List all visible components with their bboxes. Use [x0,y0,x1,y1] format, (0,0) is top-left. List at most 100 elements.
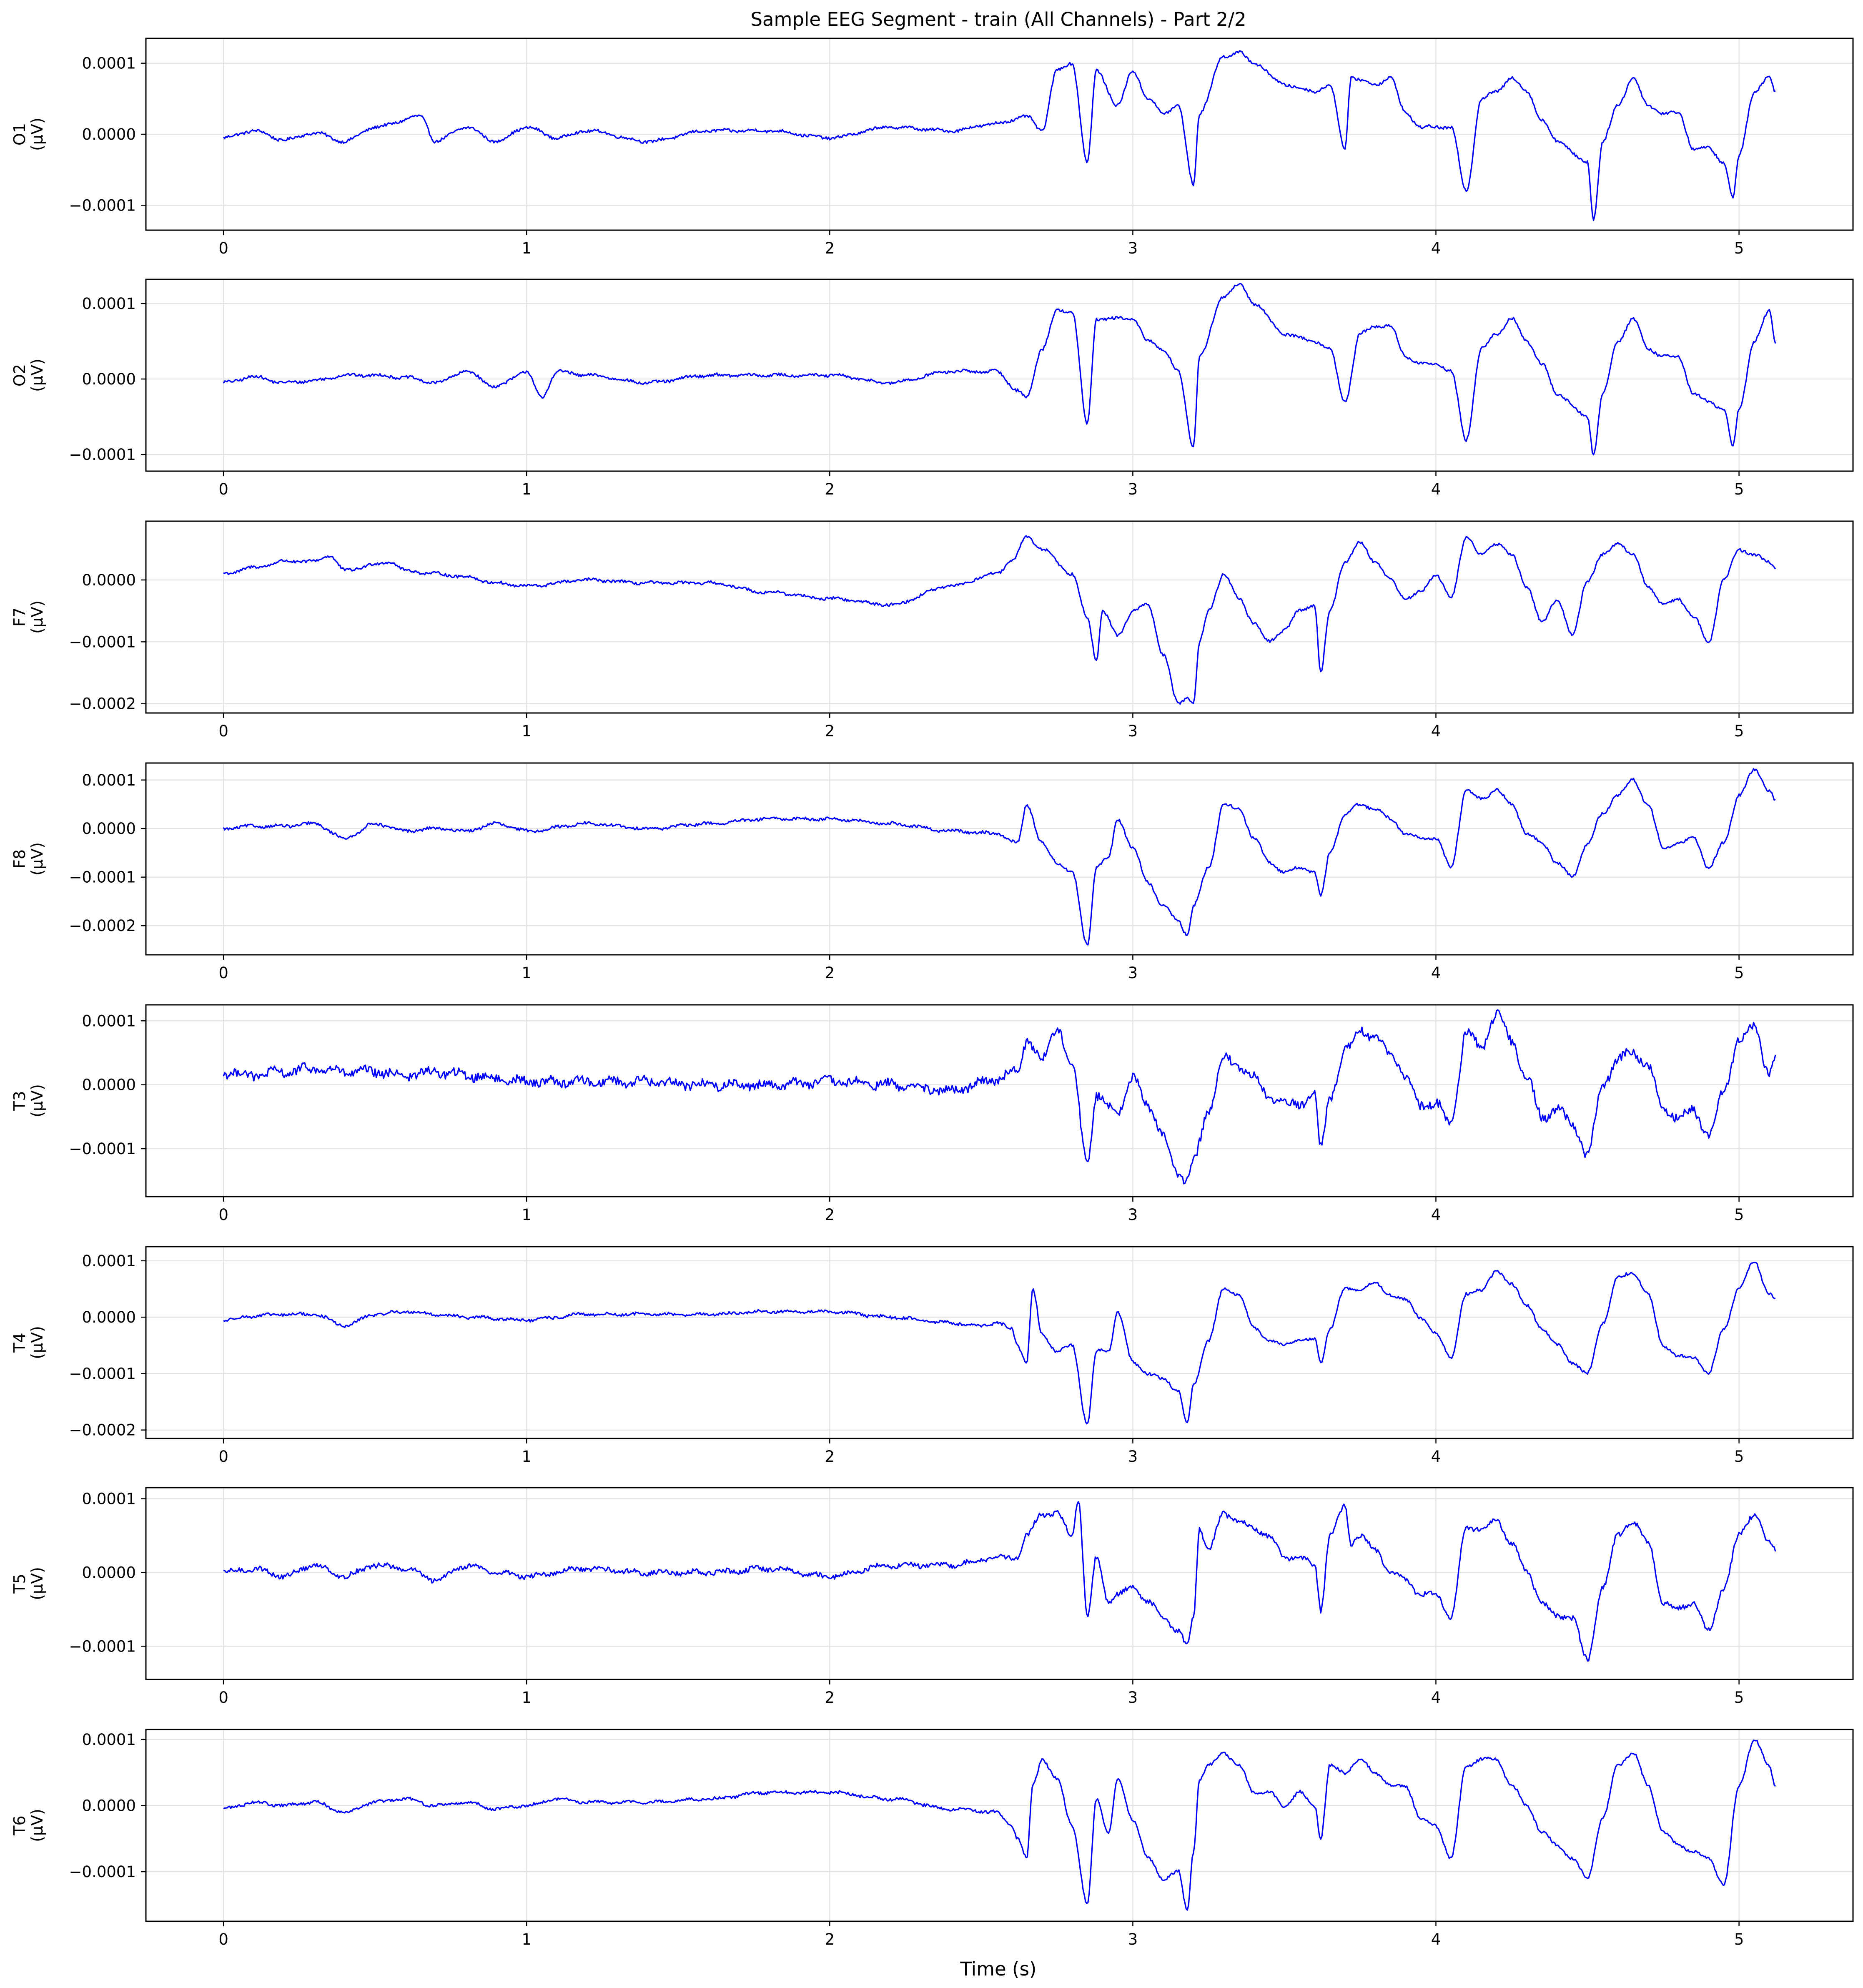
axes-frame [145,1729,1854,1922]
channel-unit: (µV) [28,600,46,634]
y-tick-label: 0.0000 [82,126,136,143]
y-tick-label: −0.0001 [69,1365,136,1383]
y-tick-label: 0.0001 [82,771,136,789]
axes-frame [145,520,1854,714]
channel-label: T3(µV) [10,1084,46,1117]
eeg-trace-O1 [223,50,1776,221]
channel-name: T6 [10,1815,29,1835]
channel-panel-O1: 0 1 2 3 4 5 0.0001 0.0000 −0.0001 O1(µV) [10,38,1854,257]
channel-name: F7 [10,607,29,627]
channel-label: T5(µV) [10,1567,46,1600]
eeg-trace-F8 [223,768,1776,946]
x-tick-label: 0 [218,1448,228,1466]
channel-unit: (µV) [28,1326,46,1359]
eeg-trace-F7 [223,535,1776,705]
x-tick-label: 3 [1128,722,1138,740]
x-tick-label: 4 [1431,722,1441,740]
channel-name: F8 [10,849,29,868]
channel-unit: (µV) [28,1084,46,1117]
channel-panel-F8: 0 1 2 3 4 5 0.0001 0.0000 −0.0001 −0.0002 F8(µV) [10,762,1854,982]
y-tick-label: 0.0001 [82,295,136,313]
channel-label: F7(µV) [10,600,46,634]
x-tick-label: 0 [218,1930,228,1948]
axes-frame [145,279,1854,472]
x-tick-label: 5 [1734,480,1744,498]
y-tick-label: 0.0000 [82,1797,136,1815]
channel-label: F8(µV) [10,842,46,876]
x-tick-label: 2 [825,1448,835,1466]
x-tick-label: 0 [218,239,228,257]
y-tick-label: 0.0001 [82,1490,136,1508]
chart-title: Sample EEG Segment - train (All Channels… [750,8,1246,30]
channel-panel-F7: 0 1 2 3 4 5 0.0000 −0.0001 −0.0002 F7(µV) [10,520,1854,740]
x-tick-label: 4 [1431,239,1441,257]
x-tick-label: 1 [522,964,532,982]
y-tick-label: −0.0001 [69,196,136,214]
channel-label: T6(µV) [10,1809,46,1842]
x-tick-label: 3 [1128,964,1138,982]
x-tick-label: 0 [218,964,228,982]
channel-name: O1 [10,123,29,146]
y-tick-label: 0.0001 [82,1012,136,1030]
channel-unit: (µV) [28,359,46,392]
channel-name: T5 [10,1574,29,1594]
x-tick-label: 4 [1431,1206,1441,1224]
y-tick-label: −0.0002 [69,1421,136,1439]
y-tick-label: −0.0001 [69,868,136,886]
x-tick-label: 4 [1431,480,1441,498]
channel-panel-T3: 0 1 2 3 4 5 0.0001 0.0000 −0.0001 T3(µV) [10,1004,1854,1224]
y-tick-label: −0.0002 [69,695,136,713]
channel-unit: (µV) [28,118,46,151]
channel-name: T3 [10,1091,29,1111]
x-tick-label: 1 [522,1206,532,1224]
axes-frame [145,1004,1854,1197]
x-tick-label: 2 [825,1689,835,1707]
y-tick-label: −0.0001 [69,1140,136,1158]
channel-panel-T5: 0 1 2 3 4 5 0.0001 0.0000 −0.0001 T5(µV) [10,1487,1854,1707]
channel-name: O2 [10,364,29,387]
x-tick-label: 4 [1431,1448,1441,1466]
x-tick-label: 2 [825,1930,835,1948]
channel-label: T4(µV) [10,1326,46,1359]
x-tick-label: 5 [1734,722,1744,740]
x-tick-label: 3 [1128,1206,1138,1224]
channel-panel-O2: 0 1 2 3 4 5 0.0001 0.0000 −0.0001 O2(µV) [10,279,1854,498]
y-tick-label: −0.0001 [69,446,136,464]
x-tick-label: 2 [825,722,835,740]
x-tick-label: 4 [1431,1689,1441,1707]
channel-unit: (µV) [28,842,46,876]
x-tick-label: 5 [1734,1930,1744,1948]
y-tick-label: 0.0000 [82,1308,136,1326]
channel-unit: (µV) [28,1809,46,1842]
x-tick-label: 4 [1431,1930,1441,1948]
x-tick-label: 1 [522,480,532,498]
y-tick-label: 0.0001 [82,1252,136,1270]
channel-panel-T4: 0 1 2 3 4 5 0.0001 0.0000 −0.0001 −0.0002 T4(µV) [10,1246,1854,1466]
x-tick-label: 1 [522,1448,532,1466]
eeg-trace-T6 [223,1740,1776,1911]
x-tick-label: 1 [522,239,532,257]
axes-frame [145,1246,1854,1439]
y-tick-label: 0.0001 [82,1731,136,1749]
y-tick-label: 0.0000 [82,370,136,388]
x-tick-label: 5 [1734,1206,1744,1224]
y-tick-label: 0.0000 [82,571,136,589]
eeg-trace-O2 [223,283,1776,456]
y-tick-label: 0.0001 [82,55,136,73]
x-tick-label: 5 [1734,1448,1744,1466]
x-tick-label: 1 [522,1930,532,1948]
x-tick-label: 0 [218,1206,228,1224]
x-tick-label: 0 [218,480,228,498]
x-tick-label: 3 [1128,1689,1138,1707]
channel-panel-T6: 0 1 2 3 4 5 0.0001 0.0000 −0.0001 T6(µV) [10,1729,1854,1948]
x-tick-label: 4 [1431,964,1441,982]
x-tick-label: 1 [522,1689,532,1707]
axes-frame [145,1487,1854,1680]
x-tick-label: 5 [1734,964,1744,982]
x-axis-label: Time (s) [960,1958,1037,1980]
eeg-trace-T4 [223,1262,1776,1425]
x-tick-label: 3 [1128,1930,1138,1948]
channel-label: O2(µV) [10,359,46,392]
x-tick-label: 3 [1128,239,1138,257]
